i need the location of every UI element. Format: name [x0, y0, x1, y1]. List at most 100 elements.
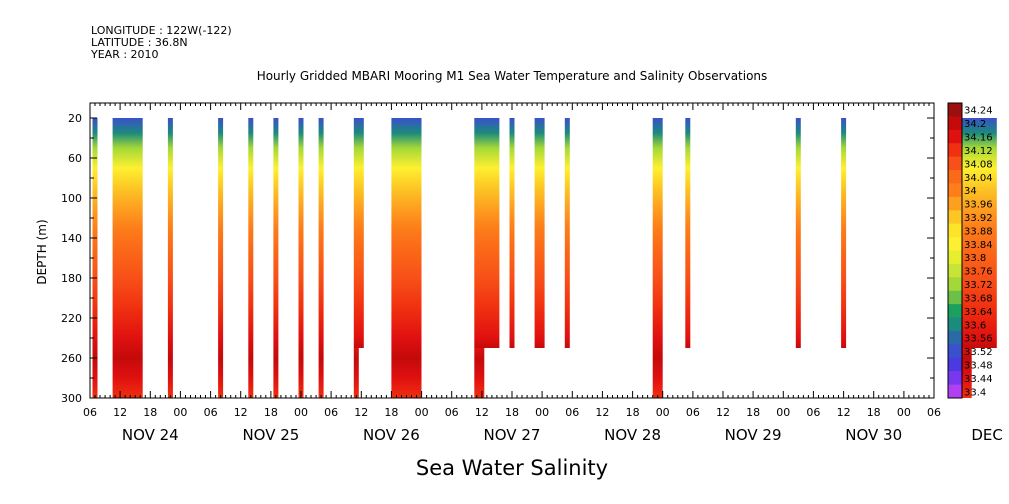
x-axis-label: Sea Water Salinity	[416, 456, 608, 480]
y-tick-label: 60	[68, 152, 82, 165]
salinity-segment	[298, 118, 304, 398]
colorbar-swatch	[948, 317, 962, 332]
x-hour-tick-label: 00	[294, 406, 308, 419]
salinity-segment	[841, 118, 847, 348]
salinity-segment	[218, 118, 224, 398]
colorbar-label: 33.44	[964, 374, 993, 385]
colorbar-label: 33.92	[964, 213, 993, 224]
x-hour-tick-label: 06	[927, 406, 941, 419]
colorbar-swatch	[948, 156, 962, 171]
colorbar-swatch	[948, 183, 962, 198]
x-hour-tick-label: 18	[746, 406, 760, 419]
salinity-segment	[273, 118, 279, 398]
latitude-label: LATITUDE : 36.8N	[91, 36, 188, 49]
colorbar-swatch	[948, 304, 962, 319]
colorbar-swatch	[948, 371, 962, 386]
colorbar-swatch	[948, 277, 962, 292]
x-hour-tick-label: 12	[595, 406, 609, 419]
x-hour-tick-label: 18	[626, 406, 640, 419]
colorbar-swatch	[948, 170, 962, 184]
salinity-segment	[391, 118, 422, 398]
colorbar-label: 33.88	[964, 226, 993, 237]
x-hour-tick-label: 12	[837, 406, 851, 419]
colorbar-label: 33.72	[964, 280, 993, 291]
colorbar-label: 33.64	[964, 307, 993, 318]
colorbar-label: 33.4	[964, 387, 986, 398]
colorbar-label: 33.68	[964, 293, 993, 304]
colorbar-swatch	[948, 103, 962, 117]
colorbar-swatch	[948, 237, 962, 251]
colorbar-swatch	[948, 357, 962, 372]
y-axis-label: DEPTH (m)	[35, 219, 49, 284]
chart-title: Hourly Gridded MBARI Mooring M1 Sea Wate…	[257, 69, 768, 83]
colorbar-label: 34.08	[964, 159, 993, 170]
x-day-label: NOV 25	[242, 426, 299, 444]
colorbar-swatch	[948, 384, 962, 399]
x-day-label: NOV 28	[604, 426, 661, 444]
salinity-segment	[685, 118, 691, 348]
colorbar-label: 33.6	[964, 320, 986, 331]
x-hour-tick-label: 12	[234, 406, 248, 419]
x-hour-tick-label: 12	[716, 406, 730, 419]
colorbar-swatch	[948, 330, 962, 345]
colorbar-swatch	[948, 116, 962, 131]
colorbar-label: 33.56	[964, 334, 993, 345]
x-hour-tick-label: 18	[384, 406, 398, 419]
colorbar-swatch	[948, 250, 962, 265]
y-tick-label: 220	[61, 312, 82, 325]
x-day-label: NOV 29	[725, 426, 782, 444]
salinity-segment	[956, 118, 997, 348]
salinity-segment	[353, 118, 364, 348]
salinity-segment	[167, 118, 173, 398]
x-hour-tick-label: 00	[535, 406, 549, 419]
x-day-label: DEC 1	[971, 426, 1009, 444]
colorbar-label: 33.96	[964, 200, 993, 211]
y-tick-label: 20	[68, 112, 82, 125]
x-hour-tick-label: 00	[415, 406, 429, 419]
colorbar-label: 34	[964, 186, 977, 197]
year-label: YEAR : 2010	[91, 48, 159, 61]
colorbar-label: 34.04	[964, 173, 993, 184]
colorbar-swatch	[948, 290, 962, 305]
x-hour-tick-label: 12	[113, 406, 127, 419]
colorbar-swatch	[948, 263, 962, 278]
x-hour-tick-label: 18	[505, 406, 519, 419]
colorbar-label: 33.8	[964, 253, 986, 264]
salinity-segment	[112, 118, 143, 398]
colorbar-swatch	[948, 143, 962, 158]
salinity-segment	[248, 118, 254, 398]
x-hour-tick-label: 06	[204, 406, 218, 419]
x-day-label: NOV 27	[484, 426, 541, 444]
colorbar-swatch	[948, 196, 962, 211]
axes: 06 12 18 00 06 12 18 00 06 12 18 00 06 12 18 00 06 12 18 00…	[61, 103, 1009, 444]
y-tick-label: 140	[61, 232, 82, 245]
x-hour-tick-label: 06	[83, 406, 97, 419]
salinity-segment	[534, 118, 545, 348]
x-hour-tick-label: 06	[324, 406, 338, 419]
salinity-segment	[652, 118, 663, 398]
salinity-heatmap	[92, 118, 997, 398]
x-hour-tick-label: 12	[354, 406, 368, 419]
colorbar-label: 33.76	[964, 267, 993, 278]
x-hour-tick-label: 06	[565, 406, 579, 419]
colorbar-label: 34.2	[964, 119, 986, 130]
colorbar-label: 33.52	[964, 347, 993, 358]
x-hour-tick-label: 12	[475, 406, 489, 419]
x-day-label: NOV 26	[363, 426, 420, 444]
x-hour-tick-label: 00	[656, 406, 670, 419]
colorbar: 34.24 34.2 34.16 34.12 34.08 34.04 34 33.96 33.9…	[947, 102, 993, 399]
salinity-segment	[318, 118, 324, 398]
x-hour-tick-label: 06	[806, 406, 820, 419]
x-hour-tick-label: 00	[173, 406, 187, 419]
y-tick-label: 100	[61, 192, 82, 205]
colorbar-label: 34.24	[964, 106, 993, 117]
colorbar-swatch	[948, 344, 962, 359]
y-tick-label: 260	[61, 352, 82, 365]
salinity-segment	[353, 348, 359, 398]
colorbar-label: 34.12	[964, 146, 993, 157]
x-day-label: NOV 30	[845, 426, 902, 444]
colorbar-swatch	[948, 223, 962, 238]
y-tick-label: 300	[61, 392, 82, 405]
salinity-segment	[474, 348, 485, 398]
